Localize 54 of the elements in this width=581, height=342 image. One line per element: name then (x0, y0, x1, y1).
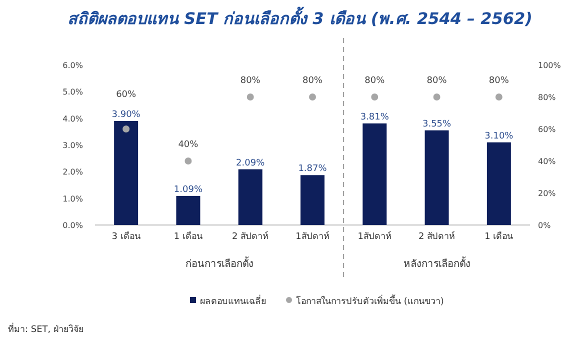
bar (486, 142, 511, 225)
y2-tick-label: 0% (538, 221, 552, 230)
point (184, 158, 192, 164)
y2-tick-label: 60% (538, 125, 556, 134)
text: หลังการเลือกตั้ง (403, 256, 470, 270)
data-label: 40% (178, 140, 199, 150)
y-tick-label: 1.0% (62, 194, 84, 204)
bar (176, 196, 200, 225)
y-tick-label: 5.0% (62, 88, 84, 97)
y2-tick-label: 20% (538, 189, 556, 198)
x-tick-label: 1สัปดาห์ (296, 230, 330, 242)
y2-tick-label: 40% (538, 157, 556, 166)
data-label: 1.87% (298, 164, 328, 174)
point (371, 94, 378, 100)
data-label: 3.81% (360, 112, 390, 122)
bar (362, 123, 387, 225)
y-tick-label: 0.0% (62, 221, 84, 230)
y-tick-label: 6.0% (62, 61, 84, 70)
point (495, 94, 502, 100)
bar (424, 130, 449, 225)
data-label: 80% (240, 76, 261, 86)
data-label: 80% (488, 76, 510, 86)
point (246, 94, 254, 100)
y2-tick-label: 100% (538, 61, 562, 70)
y2-tick-label: 80% (538, 93, 556, 102)
data-label: 3.55% (422, 119, 452, 130)
data-label: 1.09% (174, 184, 203, 195)
x-tick-label: 2 สัปดาห์ (418, 230, 456, 242)
y-tick-label: 3.0% (62, 141, 84, 150)
text: ก่อนการเลือกตั้ง (185, 256, 254, 270)
bar (238, 169, 262, 225)
data-label: 80% (426, 76, 448, 86)
point (309, 94, 316, 100)
x-tick-label: 2 สัปดาห์ (232, 230, 269, 242)
x-tick-label: 1สัปดาห์ (358, 230, 392, 242)
data-label: 60% (116, 90, 137, 100)
y-tick-label: 2.0% (62, 168, 84, 177)
data-label: 3.90% (112, 110, 141, 120)
point (122, 126, 130, 132)
point (433, 94, 440, 100)
bar (114, 121, 138, 225)
x-tick-label: 1 เดือน (484, 231, 514, 242)
legend-label: ผลตอบแทนเฉลี่ย (200, 294, 266, 307)
y-tick-label: 4.0% (62, 114, 84, 124)
chart-title: สถิติผลตอบแทน SET ก่อนเลือกตั้ง 3 เดือน (พ.ศ. 2544 – 2562) (68, 6, 532, 28)
data-label: 80% (302, 76, 323, 86)
data-label: 2.09% (236, 158, 266, 168)
legend-label: โอกาสในการปรับตัวเพิ่มขึ้น (แกนขวา) (296, 294, 444, 307)
data-label: 80% (364, 76, 386, 86)
text: ที่มา: SET, ฝ่ายวิจัย (8, 322, 84, 335)
x-tick-label: 1 เดือน (174, 231, 203, 242)
bar (300, 175, 324, 225)
data-label: 3.10% (484, 131, 514, 142)
x-tick-label: 3 เดือน (112, 231, 140, 242)
